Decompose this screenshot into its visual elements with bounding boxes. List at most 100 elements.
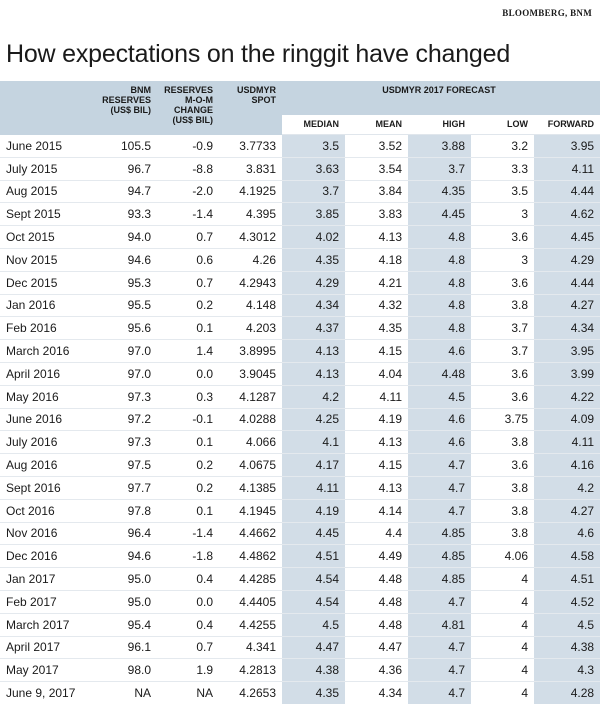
cell-mean: 4.13: [345, 225, 408, 249]
cell-high: 4.8: [408, 316, 471, 341]
cell-low: 3.6: [471, 385, 534, 409]
cell-reserves: 97.7: [95, 476, 157, 500]
cell-reserves: 96.7: [95, 157, 157, 181]
cell-median: 4.54: [282, 567, 345, 591]
cell-spot: 4.4662: [219, 522, 282, 546]
cell-mean: 4.13: [345, 476, 408, 500]
cell-mean: 4.15: [345, 453, 408, 477]
cell-change: 0.2: [157, 476, 219, 500]
table-row: April 2017 96.1 0.7 4.341 4.47 4.47 4.7 4 4.38: [0, 636, 600, 660]
cell-low: 3.8: [471, 522, 534, 546]
cell-mean: 4.15: [345, 339, 408, 363]
cell-month: May 2016: [0, 385, 95, 409]
cell-reserves: 97.3: [95, 385, 157, 409]
cell-median: 4.2: [282, 385, 345, 409]
cell-reserves: 97.0: [95, 339, 157, 363]
cell-high: 4.7: [408, 658, 471, 683]
cell-forward: 4.34: [534, 316, 600, 341]
cell-mean: 3.54: [345, 157, 408, 181]
cell-reserves: 97.3: [95, 430, 157, 455]
cell-low: 3.75: [471, 408, 534, 432]
cell-mean: 4.13: [345, 430, 408, 455]
cell-reserves: 95.0: [95, 590, 157, 614]
cell-reserves: 105.5: [95, 134, 157, 158]
cell-spot: 4.066: [219, 430, 282, 455]
table-row: Sept 2016 97.7 0.2 4.1385 4.11 4.13 4.7 3.8 4.2: [0, 476, 600, 500]
cell-forward: 4.52: [534, 590, 600, 614]
table-row: June 2015 105.5 -0.9 3.7733 3.5 3.52 3.88 3.2 3.…: [0, 134, 600, 158]
cell-reserves: 94.6: [95, 544, 157, 569]
cell-month: July 2015: [0, 157, 95, 181]
cell-median: 4.51: [282, 544, 345, 569]
cell-change: 0.1: [157, 430, 219, 455]
cell-reserves: 95.6: [95, 316, 157, 341]
cell-mean: 4.48: [345, 567, 408, 591]
table-row: Feb 2016 95.6 0.1 4.203 4.37 4.35 4.8 3.7 4.34: [0, 316, 600, 341]
cell-high: 4.7: [408, 681, 471, 704]
cell-mean: 4.49: [345, 544, 408, 569]
cell-change: 0.7: [157, 225, 219, 249]
cell-median: 4.11: [282, 476, 345, 500]
cell-change: -1.4: [157, 522, 219, 546]
cell-forward: 4.44: [534, 180, 600, 204]
header-forecast-group: USDMYR 2017 FORECAST: [282, 81, 600, 115]
cell-change: 0.1: [157, 499, 219, 523]
cell-low: 4: [471, 636, 534, 660]
cell-mean: 4.14: [345, 499, 408, 523]
cell-month: Dec 2015: [0, 271, 95, 295]
cell-median: 3.7: [282, 180, 345, 204]
table-body: June 2015 105.5 -0.9 3.7733 3.5 3.52 3.88 3.2 3.…: [0, 134, 600, 704]
cell-high: 4.8: [408, 248, 471, 272]
cell-month: June 2016: [0, 408, 95, 432]
cell-reserves: 93.3: [95, 202, 157, 227]
table-row: March 2016 97.0 1.4 3.8995 4.13 4.15 4.6 3.7 3.9…: [0, 339, 600, 363]
cell-mean: 4.11: [345, 385, 408, 409]
cell-high: 4.48: [408, 362, 471, 386]
cell-forward: 4.11: [534, 157, 600, 181]
cell-spot: 4.2813: [219, 658, 282, 683]
cell-change: 0.4: [157, 567, 219, 591]
cell-reserves: 95.5: [95, 294, 157, 318]
cell-change: 0.2: [157, 294, 219, 318]
cell-median: 4.35: [282, 681, 345, 704]
table-row: Sept 2015 93.3 -1.4 4.395 3.85 3.83 4.45 3 4.62: [0, 202, 600, 227]
header-change: RESERVES M-O-M CHANGE (US$ BIL): [157, 81, 219, 135]
header-high: HIGH: [408, 115, 471, 135]
cell-mean: 3.83: [345, 202, 408, 227]
cell-month: Feb 2016: [0, 316, 95, 341]
cell-reserves: 97.5: [95, 453, 157, 477]
cell-median: 4.37: [282, 316, 345, 341]
cell-low: 4: [471, 590, 534, 614]
cell-low: 4: [471, 567, 534, 591]
cell-spot: 4.341: [219, 636, 282, 660]
cell-high: 4.6: [408, 339, 471, 363]
cell-month: Sept 2016: [0, 476, 95, 500]
cell-spot: 4.1385: [219, 476, 282, 500]
header-mean: MEAN: [345, 115, 408, 135]
cell-high: 4.7: [408, 636, 471, 660]
cell-mean: 4.48: [345, 613, 408, 637]
cell-low: 3.6: [471, 453, 534, 477]
table-row: Aug 2016 97.5 0.2 4.0675 4.17 4.15 4.7 3.6 4.16: [0, 453, 600, 477]
cell-reserves: 95.3: [95, 271, 157, 295]
cell-median: 4.34: [282, 294, 345, 318]
cell-spot: 3.9045: [219, 362, 282, 386]
cell-spot: 4.1925: [219, 180, 282, 204]
table-row: March 2017 95.4 0.4 4.4255 4.5 4.48 4.81 4 4.5: [0, 613, 600, 637]
cell-spot: 4.0288: [219, 408, 282, 432]
cell-high: 4.8: [408, 225, 471, 249]
cell-spot: 4.4255: [219, 613, 282, 637]
cell-month: Nov 2016: [0, 522, 95, 546]
cell-low: 3.5: [471, 180, 534, 204]
cell-change: 0.2: [157, 453, 219, 477]
cell-low: 3.7: [471, 339, 534, 363]
forecast-table: BNM RESERVES (US$ BIL) RESERVES M-O-M CH…: [0, 81, 600, 704]
table-row: May 2016 97.3 0.3 4.1287 4.2 4.11 4.5 3.6 4.22: [0, 385, 600, 409]
cell-forward: 4.27: [534, 499, 600, 523]
cell-median: 4.1: [282, 430, 345, 455]
cell-reserves: 97.0: [95, 362, 157, 386]
table-row: Dec 2016 94.6 -1.8 4.4862 4.51 4.49 4.85 4.06 4.…: [0, 544, 600, 569]
cell-spot: 3.8995: [219, 339, 282, 363]
cell-reserves: 95.4: [95, 613, 157, 637]
cell-forward: 4.58: [534, 544, 600, 569]
